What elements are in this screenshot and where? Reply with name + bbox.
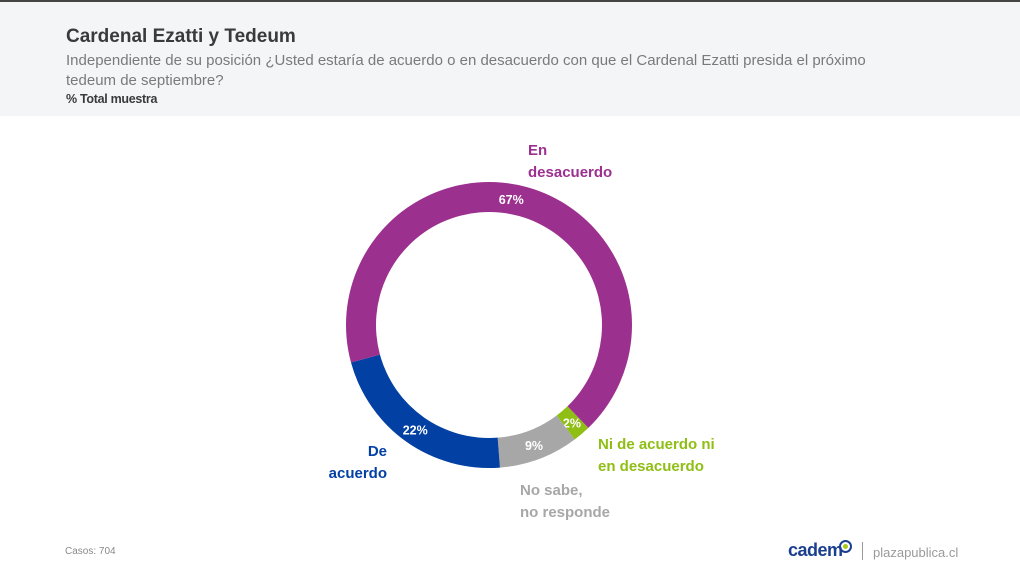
category-label: En desacuerdo [528, 140, 612, 184]
site-link: plazapublica.cl [873, 545, 959, 560]
donut-slice-ni-de-acuerdo-ni-en-desacuerdo [556, 406, 589, 440]
data-label: 2% [563, 416, 581, 430]
category-label-line: En [528, 142, 548, 159]
category-label-line: en desacuerdo [598, 458, 704, 475]
category-label: Ni de acuerdo ni en desacuerdo [598, 434, 715, 478]
data-label: 9% [525, 439, 543, 453]
footer-divider [862, 542, 863, 560]
cadem-logo: cadem [788, 540, 843, 560]
data-label: 22% [403, 424, 428, 438]
category-label-line: no responde [520, 504, 611, 521]
data-label: 67% [499, 193, 524, 207]
question-text: Independiente de su posición ¿Usted esta… [66, 52, 866, 89]
cases-count: Casos: 704 [65, 546, 116, 557]
chart-title: Cardenal Ezatti y Tedeum [66, 26, 296, 47]
donut-slice-no-sabe-no-responde [497, 415, 575, 468]
base-label: % Total muestra [66, 92, 158, 106]
category-label: De acuerdo [300, 441, 387, 485]
category-label-line: De [367, 443, 387, 460]
category-label: No sabe, no responde [520, 480, 610, 524]
top-border [0, 0, 1020, 2]
category-label-line: acuerdo [328, 465, 387, 482]
donut-slice-en-desacuerdo [346, 181, 633, 428]
cadem-logo-icon [839, 540, 852, 553]
category-label-line: Ni de acuerdo ni [598, 436, 715, 453]
category-label-line: desacuerdo [528, 164, 613, 181]
donut-slice-de-acuerdo [351, 354, 500, 468]
category-label-line: No sabe, [520, 482, 583, 499]
header-band [0, 2, 1020, 116]
